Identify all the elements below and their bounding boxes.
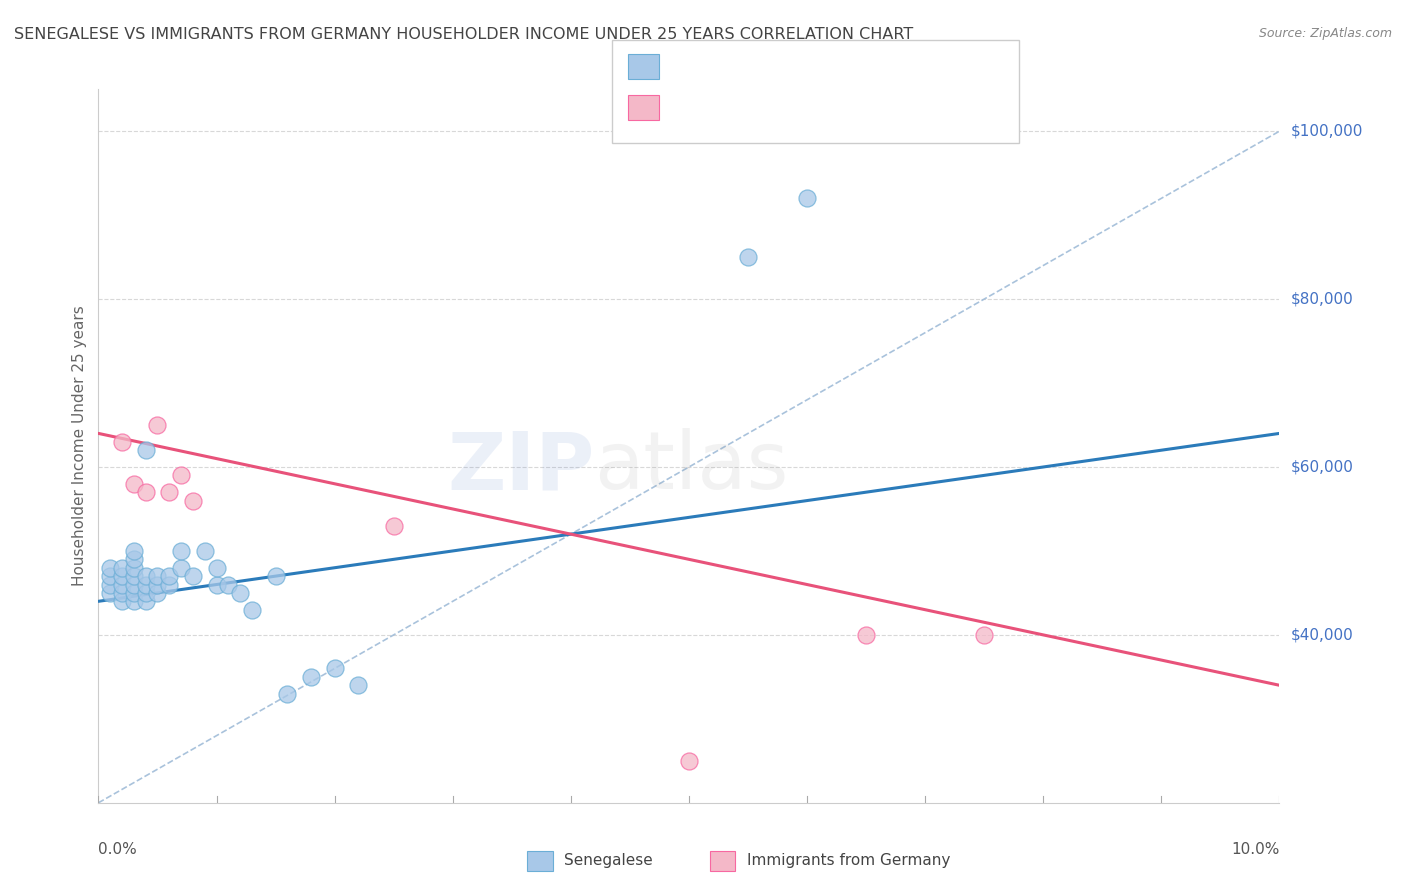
Point [146,417,169,432]
Point [111,569,134,583]
Text: SENEGALESE VS IMMIGRANTS FROM GERMANY HOUSEHOLDER INCOME UNDER 25 YEARS CORRELAT: SENEGALESE VS IMMIGRANTS FROM GERMANY HO… [14,27,914,42]
Point [146,586,169,600]
Text: -0.468: -0.468 [716,100,770,114]
Text: R =: R = [673,60,702,74]
Point [157,485,180,500]
Text: ZIP: ZIP [447,428,595,507]
Point [111,577,134,591]
Point [229,586,252,600]
Point [217,577,239,591]
Point [111,594,134,608]
Point [678,754,700,768]
Point [181,493,204,508]
Point [122,569,145,583]
Point [98,569,121,583]
Point [146,577,169,591]
Point [205,577,228,591]
Point [194,544,217,558]
Point [111,560,134,574]
Point [347,678,370,692]
Text: N = 42: N = 42 [793,60,851,74]
Point [855,628,877,642]
Point [382,518,405,533]
Text: R =: R = [673,100,702,114]
Text: N =  11: N = 11 [793,100,855,114]
Text: atlas: atlas [595,428,789,507]
Point [135,569,157,583]
Text: $80,000: $80,000 [1291,292,1354,307]
Point [205,560,228,574]
Point [323,661,346,675]
Point [98,586,121,600]
Text: Source: ZipAtlas.com: Source: ZipAtlas.com [1258,27,1392,40]
Point [157,577,180,591]
Point [98,560,121,574]
Text: Senegalese: Senegalese [564,854,652,868]
Point [181,569,204,583]
Text: 10.0%: 10.0% [1232,842,1279,857]
Point [157,569,180,583]
Point [146,569,169,583]
Point [122,552,145,566]
Point [111,586,134,600]
Point [299,670,322,684]
Point [122,544,145,558]
Text: $100,000: $100,000 [1291,124,1362,138]
Point [240,603,263,617]
Point [170,468,193,483]
Text: $60,000: $60,000 [1291,459,1354,475]
Point [122,594,145,608]
Point [264,569,287,583]
Text: Immigrants from Germany: Immigrants from Germany [747,854,950,868]
Point [122,476,145,491]
Point [170,560,193,574]
Point [122,586,145,600]
Text: $40,000: $40,000 [1291,627,1354,642]
Point [135,594,157,608]
Point [276,687,298,701]
Point [122,560,145,574]
Text: 0.170: 0.170 [716,60,763,74]
Text: 0.0%: 0.0% [98,842,138,857]
Y-axis label: Householder Income Under 25 years: Householder Income Under 25 years [72,306,87,586]
Point [170,544,193,558]
Point [973,628,995,642]
Point [135,586,157,600]
Point [135,577,157,591]
Point [796,191,818,205]
Point [122,577,145,591]
Point [111,434,134,449]
Point [135,485,157,500]
Point [98,577,121,591]
Point [737,250,759,264]
Point [135,443,157,458]
